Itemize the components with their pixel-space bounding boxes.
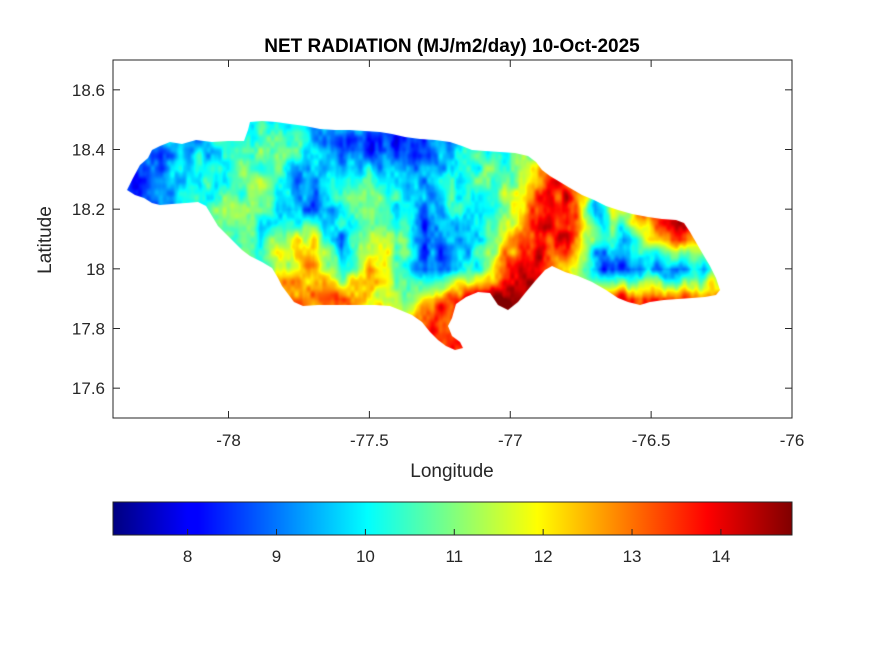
y-tick-label: 17.6 bbox=[72, 379, 105, 398]
x-axis: -78 -77.5 -77 -76.5 -76 bbox=[216, 60, 804, 450]
heatmap-container bbox=[113, 60, 792, 418]
y-tick-label: 18.2 bbox=[72, 200, 105, 219]
colorbar bbox=[112, 501, 793, 536]
y-axis-label: Latitude bbox=[35, 206, 56, 274]
colorbar-tick-label: 8 bbox=[183, 547, 192, 566]
colorbar-tick-label: 12 bbox=[534, 547, 553, 566]
x-axis-label: Longitude bbox=[410, 461, 493, 482]
y-axis: 17.6 17.8 18 18.2 18.4 18.6 bbox=[72, 81, 792, 398]
y-tick-label: 18.6 bbox=[72, 81, 105, 100]
y-tick-label: 18 bbox=[86, 260, 105, 279]
y-tick-label: 18.4 bbox=[72, 141, 105, 160]
colorbar-ticks: 8 9 10 11 12 13 14 bbox=[183, 529, 730, 566]
heatmap-canvas bbox=[113, 60, 792, 418]
colorbar-tick-label: 14 bbox=[711, 547, 730, 566]
y-tick-label: 17.8 bbox=[72, 320, 105, 339]
x-tick-label: -77 bbox=[498, 431, 523, 450]
x-tick-label: -78 bbox=[216, 431, 241, 450]
x-tick-label: -76.5 bbox=[632, 431, 671, 450]
x-tick-label: -77.5 bbox=[350, 431, 389, 450]
colorbar-tick-label: 9 bbox=[272, 547, 281, 566]
colorbar-tick-label: 10 bbox=[356, 547, 375, 566]
colorbar-tick-label: 13 bbox=[623, 547, 642, 566]
colorbar-tick-label: 11 bbox=[445, 547, 463, 566]
chart-title: NET RADIATION (MJ/m2/day) 10-Oct-2025 bbox=[264, 36, 640, 57]
axes-frame bbox=[112, 59, 793, 419]
x-tick-label: -76 bbox=[780, 431, 805, 450]
